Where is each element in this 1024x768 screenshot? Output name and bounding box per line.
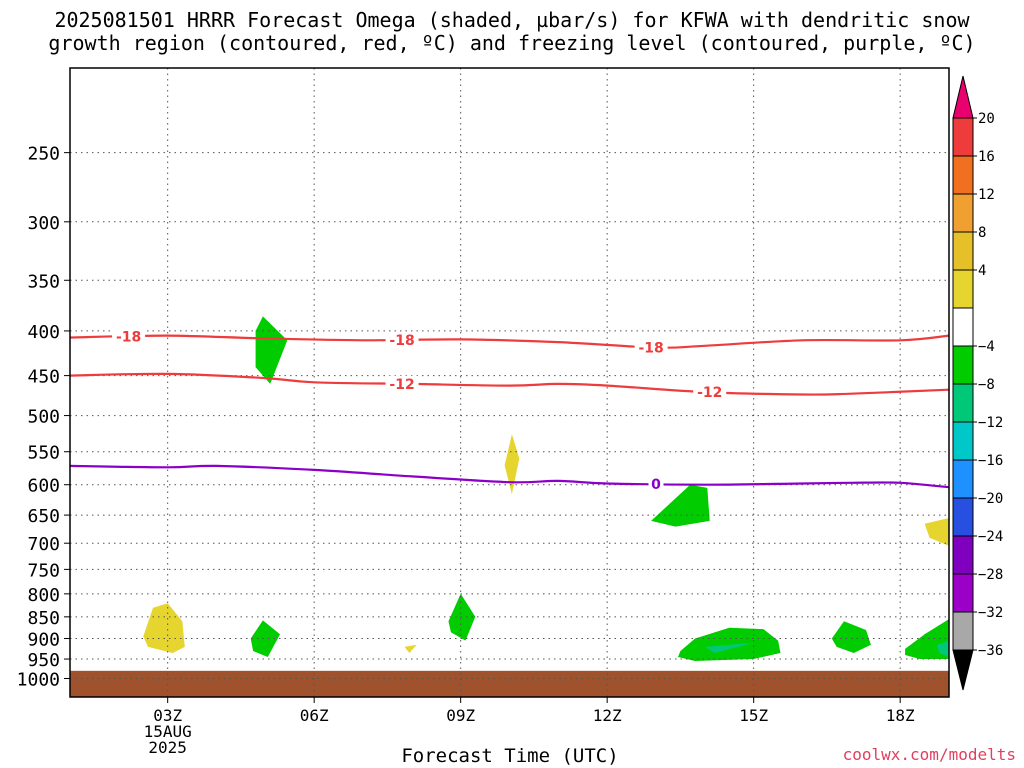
contour-layer: -18 -18 -18 -12 -12 0 bbox=[69, 328, 950, 493]
colorbar-label-10: −24 bbox=[978, 529, 1003, 545]
colorbar-band-2 bbox=[952, 193, 974, 233]
colorbar-band-12 bbox=[952, 573, 974, 613]
x-tick-label-15Z: 15Z bbox=[739, 706, 768, 725]
colorbar-label-11: −28 bbox=[978, 567, 1003, 583]
x-axis-label: Forecast Time (UTC) bbox=[401, 745, 619, 767]
colorbar-label-13: −36 bbox=[978, 643, 1003, 659]
colorbar-label-5: −4 bbox=[978, 339, 995, 355]
contour-0-label-bg-0 bbox=[648, 476, 664, 493]
omega-region-4 bbox=[250, 620, 280, 657]
x-tick-sublabel-0: 15AUG bbox=[144, 722, 192, 741]
contour-0-label-0: 0 bbox=[651, 477, 661, 493]
colorbar-band-6 bbox=[952, 345, 974, 385]
colorbar-label-8: −16 bbox=[978, 453, 1003, 469]
colorbar-band-13 bbox=[952, 611, 974, 651]
x-tick-label-06Z: 06Z bbox=[300, 706, 329, 725]
contour-m18-label-bg-0 bbox=[112, 328, 146, 345]
y-tick-label-950: 950 bbox=[27, 650, 60, 671]
y-tick-label-600: 600 bbox=[27, 476, 60, 497]
omega-shading-layer bbox=[143, 316, 949, 661]
x-tick-sublabel-1: 2025 bbox=[148, 738, 187, 757]
chart-title-line-2: growth region (contoured, red, ºC) and f… bbox=[48, 31, 976, 55]
y-tick-label-550: 550 bbox=[27, 443, 60, 464]
y-tick-label-250: 250 bbox=[27, 144, 60, 165]
colorbar-label-4: 4 bbox=[978, 263, 986, 279]
omega-region-11 bbox=[936, 640, 949, 657]
omega-region-12 bbox=[924, 518, 949, 546]
contour-m12-label-0: -12 bbox=[389, 377, 414, 393]
colorbar-band-4 bbox=[952, 269, 974, 309]
colorbar-label-2: 12 bbox=[978, 187, 995, 203]
y-tick-label-450: 450 bbox=[27, 367, 60, 388]
contour-m12-label-1: -12 bbox=[697, 385, 722, 401]
colorbar-top-arrow bbox=[952, 75, 974, 119]
omega-region-5 bbox=[404, 644, 417, 653]
plot-frame bbox=[69, 67, 950, 698]
chart-title-line-1: 2025081501 HRRR Forecast Omega (shaded, … bbox=[54, 8, 970, 32]
omega-region-10 bbox=[905, 619, 949, 659]
contour-m12 bbox=[69, 372, 950, 396]
y-tick-label-900: 900 bbox=[27, 630, 60, 651]
omega-region-7 bbox=[678, 627, 781, 661]
colorbar: 20 16 12 8 4 −4 −8 −12 −16 −20 −24 −28 −32 −36 bbox=[952, 75, 1003, 691]
ground-layer bbox=[70, 670, 949, 697]
omega-region-9 bbox=[831, 621, 871, 653]
colorbar-band-5 bbox=[952, 307, 974, 347]
grid-layer bbox=[70, 68, 949, 697]
credit-link[interactable]: coolwx.com/modelts bbox=[842, 745, 1016, 764]
colorbar-label-3: 8 bbox=[978, 225, 986, 241]
ground-fill bbox=[70, 670, 949, 697]
colorbar-band-8 bbox=[952, 421, 974, 461]
y-tick-label-500: 500 bbox=[27, 407, 60, 428]
contour-0 bbox=[69, 464, 950, 489]
x-tick-label-18Z: 18Z bbox=[886, 706, 915, 725]
x-tick-label-12Z: 12Z bbox=[593, 706, 622, 725]
y-tick-label-850: 850 bbox=[27, 608, 60, 629]
omega-region-3 bbox=[143, 603, 185, 653]
colorbar-label-0: 20 bbox=[978, 111, 995, 127]
contour-m18-label-bg-2 bbox=[634, 339, 668, 356]
omega-region-1 bbox=[504, 434, 520, 495]
omega-region-8 bbox=[704, 642, 754, 653]
y-tick-label-700: 700 bbox=[27, 534, 60, 555]
y-tick-label-300: 300 bbox=[27, 213, 60, 234]
colorbar-label-9: −20 bbox=[978, 491, 1003, 507]
contour-m18-label-1: -18 bbox=[389, 333, 414, 349]
x-tick-label-03Z: 03Z bbox=[153, 706, 182, 725]
x-tick-label-09Z: 09Z bbox=[446, 706, 475, 725]
colorbar-band-11 bbox=[952, 535, 974, 575]
colorbar-band-0 bbox=[952, 117, 974, 157]
colorbar-label-7: −12 bbox=[978, 415, 1003, 431]
y-tick-label-350: 350 bbox=[27, 271, 60, 292]
colorbar-band-1 bbox=[952, 155, 974, 195]
contour-m18-label-2: -18 bbox=[638, 340, 663, 356]
colorbar-bottom-arrow bbox=[952, 649, 974, 691]
colorbar-label-6: −8 bbox=[978, 377, 995, 393]
omega-region-2 bbox=[651, 484, 710, 527]
axis-labels-layer: 2503003504004505005506006507007508008509… bbox=[17, 144, 915, 757]
y-tick-label-650: 650 bbox=[27, 506, 60, 527]
contour-m18 bbox=[69, 334, 950, 349]
contour-m12-label-bg-0 bbox=[385, 375, 419, 392]
y-tick-label-750: 750 bbox=[27, 560, 60, 581]
colorbar-band-3 bbox=[952, 231, 974, 271]
colorbar-band-7 bbox=[952, 383, 974, 423]
contour-m18-label-bg-1 bbox=[385, 331, 419, 348]
colorbar-label-12: −32 bbox=[978, 605, 1003, 621]
contour-m18-label-0: -18 bbox=[116, 329, 141, 345]
colorbar-band-9 bbox=[952, 459, 974, 499]
colorbar-label-1: 16 bbox=[978, 149, 995, 165]
omega-region-0 bbox=[255, 316, 288, 384]
y-tick-label-800: 800 bbox=[27, 585, 60, 606]
colorbar-band-10 bbox=[952, 497, 974, 537]
y-tick-label-400: 400 bbox=[27, 322, 60, 343]
contour-m12-label-bg-1 bbox=[693, 384, 727, 401]
y-tick-label-1000: 1000 bbox=[17, 669, 60, 690]
